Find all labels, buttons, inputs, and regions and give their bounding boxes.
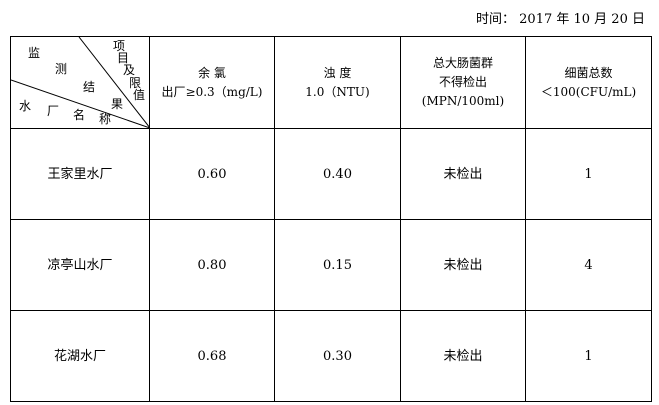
cell: 4: [525, 219, 652, 311]
corner-char: 果: [111, 97, 124, 111]
header-line: 总大肠菌群: [432, 56, 493, 70]
cell: 0.40: [274, 128, 401, 220]
header-line: (MPN/100ml): [421, 94, 505, 108]
water-quality-table: 监 测 结 果 项 目 及 限 值 水 厂 名 称 余 氯出厂≥0.3（mg/L…: [10, 36, 652, 402]
corner-char: 值: [133, 88, 146, 102]
header-line: 出厂≥0.3（mg/L): [161, 84, 263, 99]
column-header-turbidity: 浊 度 1.0（NTU): [274, 36, 401, 129]
table-row: 凉亭山水厂 0.80 0.15 未检出 4: [10, 219, 652, 311]
corner-char: 及: [123, 63, 136, 77]
table-row: 花湖水厂 0.68 0.30 未检出 1: [10, 310, 652, 402]
cell: 1: [525, 128, 652, 220]
plant-name: 花湖水厂: [10, 310, 150, 402]
corner-char: 限: [129, 76, 142, 90]
corner-char: 目: [117, 51, 130, 65]
header-line: 浊 度: [323, 65, 352, 80]
header-line: 细菌总数: [564, 65, 613, 80]
corner-char: 水: [19, 99, 32, 113]
cell: 未检出: [400, 219, 526, 311]
corner-header-cell: 监 测 结 果 项 目 及 限 值 水 厂 名 称: [10, 36, 150, 129]
corner-char: 名: [73, 108, 86, 122]
corner-char: 称: [99, 112, 112, 126]
corner-char: 监: [28, 46, 41, 60]
cell: 0.80: [149, 219, 275, 311]
date-value: 2017 年 10 月 20 日: [519, 12, 645, 27]
corner-char: 测: [55, 62, 68, 76]
cell: 1: [525, 310, 652, 402]
corner-char: 厂: [47, 104, 60, 118]
header-line: 1.0（NTU): [305, 84, 370, 99]
table-row: 王家里水厂 0.60 0.40 未检出 1: [10, 128, 652, 220]
cell: 未检出: [400, 310, 526, 402]
cell: 0.30: [274, 310, 401, 402]
cell: 0.68: [149, 310, 275, 402]
column-header-bacteria: 细菌总数 ＜100(CFU/mL): [525, 36, 652, 129]
corner-char: 项: [113, 39, 126, 53]
report-date: 时间： 2017 年 10 月 20 日: [476, 8, 645, 27]
header-line: 不得检出: [438, 75, 487, 89]
column-header-chlorine: 余 氯出厂≥0.3（mg/L): [149, 36, 275, 129]
cell: 0.60: [149, 128, 275, 220]
column-header-coliform: 总大肠菌群不得检出 (MPN/100ml): [400, 36, 526, 129]
header-line: 余 氯: [198, 65, 226, 80]
header-line: ＜100(CFU/mL): [540, 84, 637, 99]
header-row: 监 测 结 果 项 目 及 限 值 水 厂 名 称 余 氯出厂≥0.3（mg/L…: [10, 36, 652, 129]
cell: 0.15: [274, 219, 401, 311]
corner-char: 结: [83, 80, 96, 94]
diagonal-lines: [11, 37, 150, 129]
cell: 未检出: [400, 128, 526, 220]
plant-name: 王家里水厂: [10, 128, 150, 220]
plant-name: 凉亭山水厂: [10, 219, 150, 311]
date-label: 时间：: [476, 12, 516, 27]
